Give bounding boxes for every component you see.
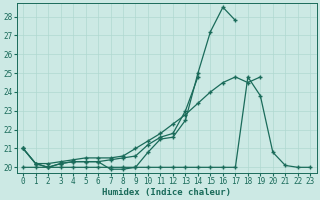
X-axis label: Humidex (Indice chaleur): Humidex (Indice chaleur) [102, 188, 231, 197]
